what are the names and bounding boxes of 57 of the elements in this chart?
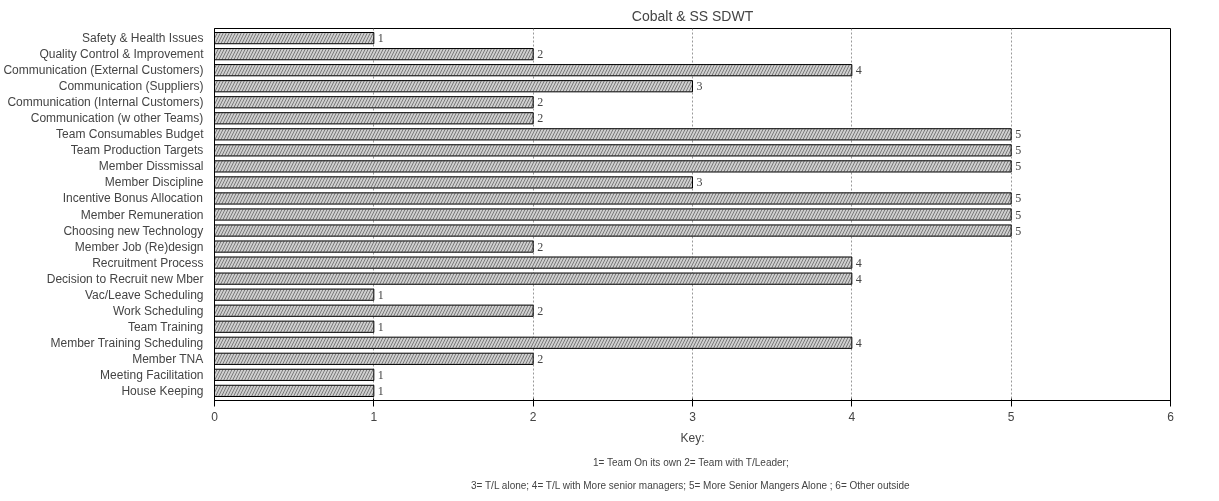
data-label: 2 [537, 351, 544, 366]
y-tick-label: Member Dissmissal [98, 159, 204, 174]
data-label: 5 [1015, 191, 1022, 206]
x-tick-label: 0 [211, 409, 219, 424]
data-label: 1 [377, 367, 384, 382]
y-tick-label: Communication (External Customers) [3, 63, 204, 78]
x-tick-label: 3 [689, 409, 697, 424]
y-tick-label: Member Discipline [104, 175, 204, 190]
y-tick-label: Team Consumables Budget [56, 127, 205, 142]
data-label: 4 [855, 63, 862, 78]
y-tick-label: Team Production Targets [70, 143, 204, 158]
data-label: 2 [537, 111, 544, 126]
y-tick-label: Communication (Suppliers) [58, 79, 204, 94]
y-tick-label: Member Remuneration [80, 207, 204, 222]
data-label: 2 [537, 95, 544, 110]
data-label: 4 [855, 271, 862, 286]
y-tick-label: Choosing new Technology [63, 223, 204, 238]
data-label: 5 [1015, 143, 1022, 158]
data-label: 1 [377, 287, 384, 302]
y-tick-label: Communication (Internal Customers) [7, 95, 204, 110]
y-tick-label: Safety & Health Issues [82, 31, 204, 46]
data-label: 1 [377, 31, 384, 46]
y-tick-label: Work Scheduling [113, 303, 204, 318]
data-label: 3 [696, 175, 703, 190]
data-label: 5 [1015, 159, 1022, 174]
x-tick-label: 2 [529, 409, 537, 424]
data-label: 5 [1015, 223, 1022, 238]
y-tick-label: Quality Control & Improvement [39, 47, 205, 62]
y-tick-label: Member TNA [132, 351, 204, 366]
data-label: 2 [537, 239, 544, 254]
y-tick-label: Member Job (Re)design [74, 239, 204, 254]
data-label: 4 [855, 335, 862, 350]
y-tick-label: Member Training Scheduling [50, 335, 204, 350]
data-label: 5 [1015, 127, 1022, 142]
y-tick-label: Decision to Recruit new Mber [46, 271, 204, 286]
data-label: 5 [1015, 207, 1022, 222]
y-tick-label: Recruitment Process [92, 255, 204, 270]
data-label: 4 [855, 255, 862, 270]
y-tick-label: Communication (w other Teams) [30, 111, 204, 126]
data-label: 1 [377, 319, 384, 334]
x-tick-label: 5 [1007, 409, 1015, 424]
x-tick-label: 6 [1167, 409, 1175, 424]
text: 3= T/L alone; 4= T/L with More senior managers; 5= More Senior Mangers Alone ; 6= Other outside [470, 479, 911, 491]
text: Key: [680, 430, 705, 445]
y-tick-label: House Keeping [121, 383, 204, 398]
chart-title: Cobalt & SS SDWT [631, 7, 754, 24]
data-label: 3 [696, 79, 703, 94]
y-tick-label: Incentive Bonus Allocation [62, 191, 203, 206]
y-tick-label: Meeting Facilitation [100, 367, 204, 382]
data-label: 2 [537, 47, 544, 62]
text: 1= Team On its own 2= Team with T/Leader; [593, 456, 789, 468]
x-tick-label: 4 [848, 409, 856, 424]
y-tick-label: Team Training [127, 319, 204, 334]
data-label: 1 [377, 383, 384, 398]
x-tick-label: 1 [370, 409, 378, 424]
y-tick-label: Vac/Leave Scheduling [84, 287, 204, 302]
data-label: 2 [537, 303, 544, 318]
